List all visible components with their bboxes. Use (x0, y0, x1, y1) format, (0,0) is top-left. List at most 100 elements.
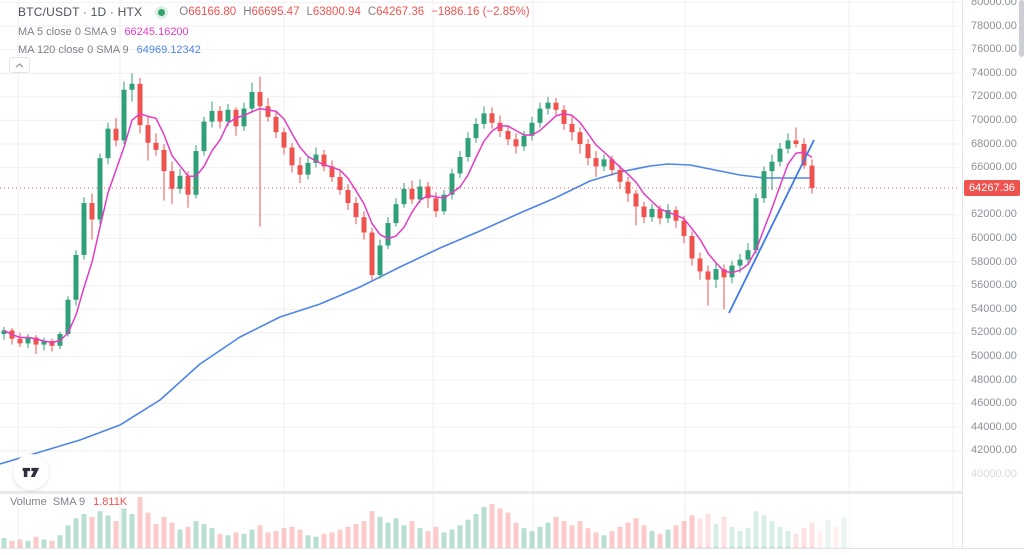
candle-body (105, 128, 111, 159)
candle-body (425, 186, 431, 199)
candle-body (33, 337, 39, 345)
volume-bar (561, 521, 567, 548)
candle-body (497, 122, 503, 132)
low-label: L (306, 6, 313, 18)
volume-bar (209, 528, 215, 548)
candle-body (297, 165, 303, 175)
last-price-badge: 64267.36 (964, 180, 1020, 197)
candle-body (337, 177, 343, 191)
volume-bar-ghost (841, 516, 847, 548)
candle-body (353, 203, 359, 218)
indicator-row-ma120: MA 120 close 0 SMA 9 64969.12342 (18, 44, 530, 56)
ma5-line (3, 107, 813, 344)
symbol-legend: BTC/USDT · 1D · HTX O66166.80 H66695.47 … (18, 4, 530, 56)
volume-bar (433, 526, 439, 548)
volume-bar (321, 533, 327, 548)
volume-bar (329, 532, 335, 548)
legend-collapse-button[interactable] (9, 57, 30, 73)
price-axis-label: 72000.00 (971, 90, 1017, 103)
volume-bar (369, 511, 375, 548)
candle-body (89, 203, 95, 220)
volume-value: 1.811K (93, 496, 128, 508)
candle-body (193, 151, 199, 195)
candle-body (273, 116, 279, 133)
volume-bar-ghost (817, 531, 823, 548)
price-axis-label: 48000.00 (971, 373, 1017, 386)
volume-bar (425, 531, 431, 548)
volume-bar (201, 523, 207, 548)
volume-bar (713, 523, 719, 548)
candle-body (513, 139, 519, 147)
volume-bar (553, 516, 559, 548)
price-axis-label: 60000.00 (971, 231, 1017, 244)
price-axis[interactable]: 80000.00 78000.00 76000.00 74000.00 72000.00… (963, 0, 1024, 548)
candle-body (609, 159, 615, 170)
volume-bar (649, 531, 655, 548)
price-axis-label: 70000.00 (971, 113, 1017, 126)
ma120-line (0, 163, 812, 465)
bottom-separator (0, 548, 1024, 549)
volume-bar (737, 531, 743, 548)
volume-bar (273, 531, 279, 548)
candle-body (545, 102, 551, 109)
price-axis-label: 46000.00 (971, 397, 1017, 410)
volume-bar (25, 540, 31, 548)
market-status-icon (158, 8, 166, 16)
volume-bar (777, 526, 783, 548)
volume-bar (505, 512, 511, 548)
volume-bar (281, 528, 287, 548)
candle-body (401, 188, 407, 205)
candle-body (313, 154, 319, 163)
symbol-row: BTC/USDT · 1D · HTX O66166.80 H66695.47 … (18, 4, 530, 20)
volume-bar (497, 508, 503, 548)
volume-bar (409, 521, 415, 548)
volume-bar (593, 532, 599, 548)
candle-body (753, 198, 759, 251)
volume-bar (769, 521, 775, 548)
volume-bar (249, 529, 255, 548)
volume-bar (121, 508, 127, 548)
volume-bar (73, 518, 79, 548)
volume-bar (521, 528, 527, 548)
candle-body (217, 110, 223, 122)
candle-body (249, 92, 255, 109)
price-axis-label: 74000.00 (971, 66, 1017, 79)
candle-body (785, 140, 791, 149)
candle-body (689, 236, 695, 259)
volume-bar (465, 519, 471, 548)
volume-bar (177, 529, 183, 548)
tradingview-logo-icon (22, 467, 40, 477)
volume-bar (729, 526, 735, 548)
candle-body (321, 154, 327, 167)
candle-body (113, 128, 119, 141)
volume-bar (417, 528, 423, 548)
tradingview-logo[interactable] (13, 454, 49, 490)
volume-bar (689, 515, 695, 548)
candle-body (65, 299, 71, 334)
price-axis-label: 52000.00 (971, 326, 1017, 339)
high-value: 66695.47 (251, 6, 300, 18)
candle-body (801, 144, 807, 166)
volume-bar (361, 521, 367, 548)
open-value: 66166.80 (188, 6, 237, 18)
ma5-label: MA 5 close 0 SMA 9 (18, 26, 117, 38)
price-axis-label: 78000.00 (971, 19, 1017, 32)
candle-body (41, 341, 47, 345)
scrollbar-thumb[interactable] (1019, 0, 1024, 57)
volume-bar (193, 521, 199, 548)
candle-body (577, 132, 583, 144)
candle-body (265, 106, 271, 117)
candle-body (705, 271, 711, 280)
volume-bar (17, 539, 23, 548)
volume-title: Volume (10, 496, 47, 508)
candle-body (665, 210, 671, 219)
candle-body (761, 171, 767, 199)
candle-body (145, 125, 151, 143)
price-axis-label: 76000.00 (971, 43, 1017, 56)
volume-bar (217, 533, 223, 548)
candle-body (809, 165, 815, 189)
candle-body (657, 208, 663, 219)
volume-param: SMA 9 (52, 496, 86, 508)
